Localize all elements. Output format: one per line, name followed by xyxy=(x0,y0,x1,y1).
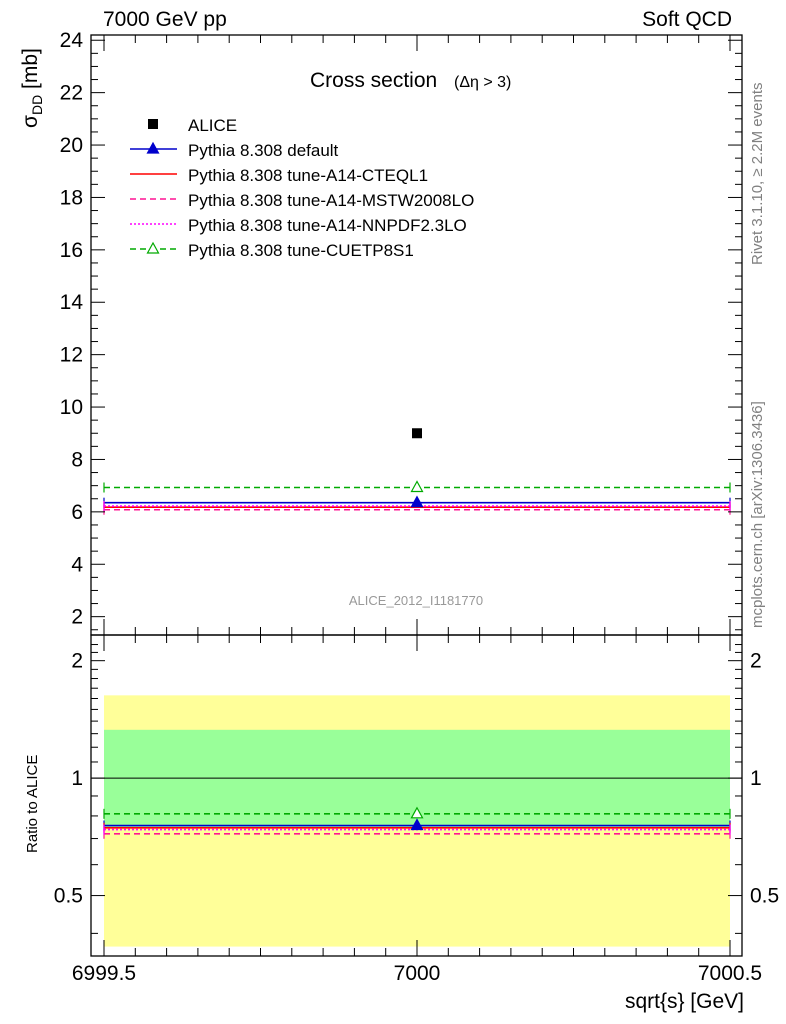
x-tick-label: 7000.5 xyxy=(698,962,762,985)
energy-label: 7000 GeV pp xyxy=(103,8,227,31)
rivet-side-label: Rivet 3.1.10, ≥ 2.2M events xyxy=(749,83,766,266)
legend-label-pythia-8-308-tune-cuetp8s1: Pythia 8.308 tune-CUETP8S1 xyxy=(188,241,414,260)
series-marker-pythia-8-308-tune-cuetp8s1 xyxy=(410,480,424,493)
y-tick-label: 4 xyxy=(71,553,83,576)
legend-label-pythia-8-308-tune-a14-nnpdf2-3lo: Pythia 8.308 tune-A14-NNPDF2.3LO xyxy=(188,216,467,235)
ratio-tick-label-right: 1 xyxy=(750,767,762,790)
ratio-marker-pythia-8-308-default xyxy=(410,818,424,831)
chart-title-suffix: (Δη > 3) xyxy=(454,74,511,91)
ratio-tick-label-left: 1 xyxy=(71,767,83,790)
data-point-alice xyxy=(412,428,422,439)
legend-marker-pythia-8-308-tune-cuetp8s1 xyxy=(146,241,160,254)
legend-label-pythia-8-308-tune-a14-mstw2008lo: Pythia 8.308 tune-A14-MSTW2008LO xyxy=(188,191,474,210)
ratio-tick-label-right: 0.5 xyxy=(750,885,779,908)
legend: ALICE Pythia 8.308 default Pythia 8.308 tu… xyxy=(130,116,474,260)
series-markers xyxy=(410,428,424,831)
ratio-bands xyxy=(91,695,742,947)
y-tick-label: 24 xyxy=(60,29,84,52)
x-tick-label: 6999.5 xyxy=(72,962,136,985)
series-marker-pythia-8-308-default xyxy=(410,495,424,508)
process-label: Soft QCD xyxy=(642,8,732,31)
chart-title: Cross section xyxy=(310,69,437,92)
y-axis-title: σDD [mb] xyxy=(19,48,45,128)
legend-label-pythia-8-308-tune-a14-cteql1: Pythia 8.308 tune-A14-CTEQL1 xyxy=(188,166,428,185)
axis-ticks xyxy=(91,35,742,956)
y-axis-title-subscript: DD xyxy=(29,95,45,115)
ratio-axis-title: Ratio to ALICE xyxy=(24,755,41,853)
ratio-tick-label-right: 2 xyxy=(750,650,762,673)
legend-marker-pythia-8-308-default xyxy=(146,141,160,154)
legend-label-pythia-8-308-default: Pythia 8.308 default xyxy=(188,141,339,160)
y-tick-label: 10 xyxy=(60,396,83,419)
y-tick-label: 2 xyxy=(71,606,83,629)
analysis-id-label: ALICE_2012_I1181770 xyxy=(349,593,483,608)
y-axis-title-symbol: σ xyxy=(19,115,42,128)
y-tick-label: 14 xyxy=(60,291,84,314)
ratio-tick-label-left: 0.5 xyxy=(54,885,83,908)
y-tick-label: 20 xyxy=(60,134,83,157)
y-tick-label: 12 xyxy=(60,344,83,367)
y-tick-label: 22 xyxy=(60,82,83,105)
legend-label-alice: ALICE xyxy=(188,116,237,135)
y-tick-label: 8 xyxy=(71,448,83,471)
y-axis-title-unit: [mb] xyxy=(19,48,42,95)
legend-marker-alice xyxy=(148,119,158,129)
y-tick-label: 6 xyxy=(71,501,83,524)
mcplots-side-label: mcplots.cern.ch [arXiv:1306.3436] xyxy=(749,401,766,628)
y-tick-label: 16 xyxy=(60,239,83,262)
x-tick-label: 7000 xyxy=(394,962,441,985)
x-axis-title: sqrt{s} [GeV] xyxy=(625,990,744,1013)
ratio-tick-label-left: 2 xyxy=(71,650,83,673)
ratio-marker-pythia-8-308-tune-cuetp8s1 xyxy=(410,806,424,819)
y-tick-label: 18 xyxy=(60,186,83,209)
